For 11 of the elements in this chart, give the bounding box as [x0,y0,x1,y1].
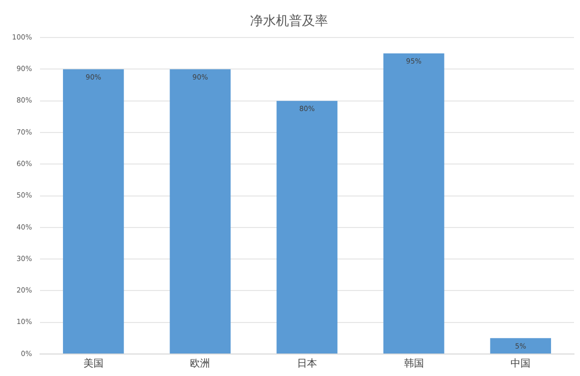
x-tick-label: 中国 [510,358,531,370]
x-tick-label: 美国 [83,358,104,370]
bar [170,69,231,354]
x-tick-label: 日本 [297,358,318,370]
bar [62,69,124,354]
x-tick-label: 韩国 [404,358,424,370]
bar [276,100,338,354]
chart-title: 净水机普及率 [250,13,328,30]
x-tick-label: 欧洲 [190,358,210,370]
bar [490,338,552,354]
bar [383,53,444,354]
